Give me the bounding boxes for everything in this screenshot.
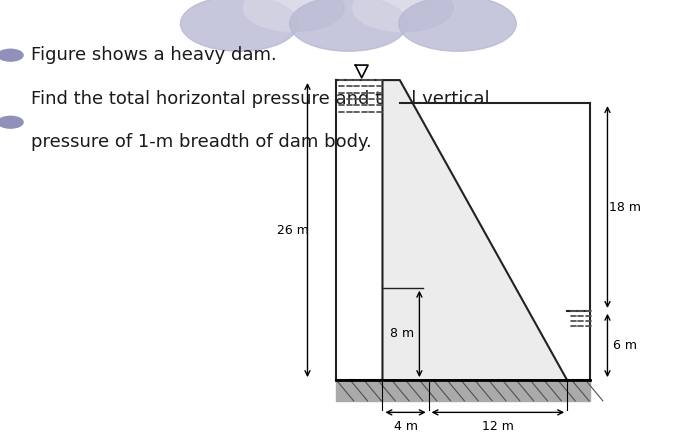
Text: 4 m: 4 m: [393, 420, 418, 433]
Text: Find the total horizontal pressure and total vertical: Find the total horizontal pressure and t…: [31, 90, 490, 108]
Text: 6 m: 6 m: [613, 339, 637, 352]
Circle shape: [399, 0, 517, 51]
Circle shape: [290, 0, 407, 51]
Circle shape: [353, 0, 454, 31]
Text: 26 m: 26 m: [276, 224, 309, 237]
Text: 8 m: 8 m: [390, 327, 414, 340]
Polygon shape: [383, 80, 567, 380]
Text: 18 m: 18 m: [609, 201, 640, 214]
Circle shape: [244, 0, 344, 31]
Text: 12 m: 12 m: [482, 420, 514, 433]
Text: pressure of 1-m breadth of dam body.: pressure of 1-m breadth of dam body.: [31, 133, 372, 151]
Text: Figure shows a heavy dam.: Figure shows a heavy dam.: [31, 46, 277, 64]
Circle shape: [0, 49, 23, 61]
Circle shape: [181, 0, 298, 51]
Circle shape: [0, 116, 23, 128]
